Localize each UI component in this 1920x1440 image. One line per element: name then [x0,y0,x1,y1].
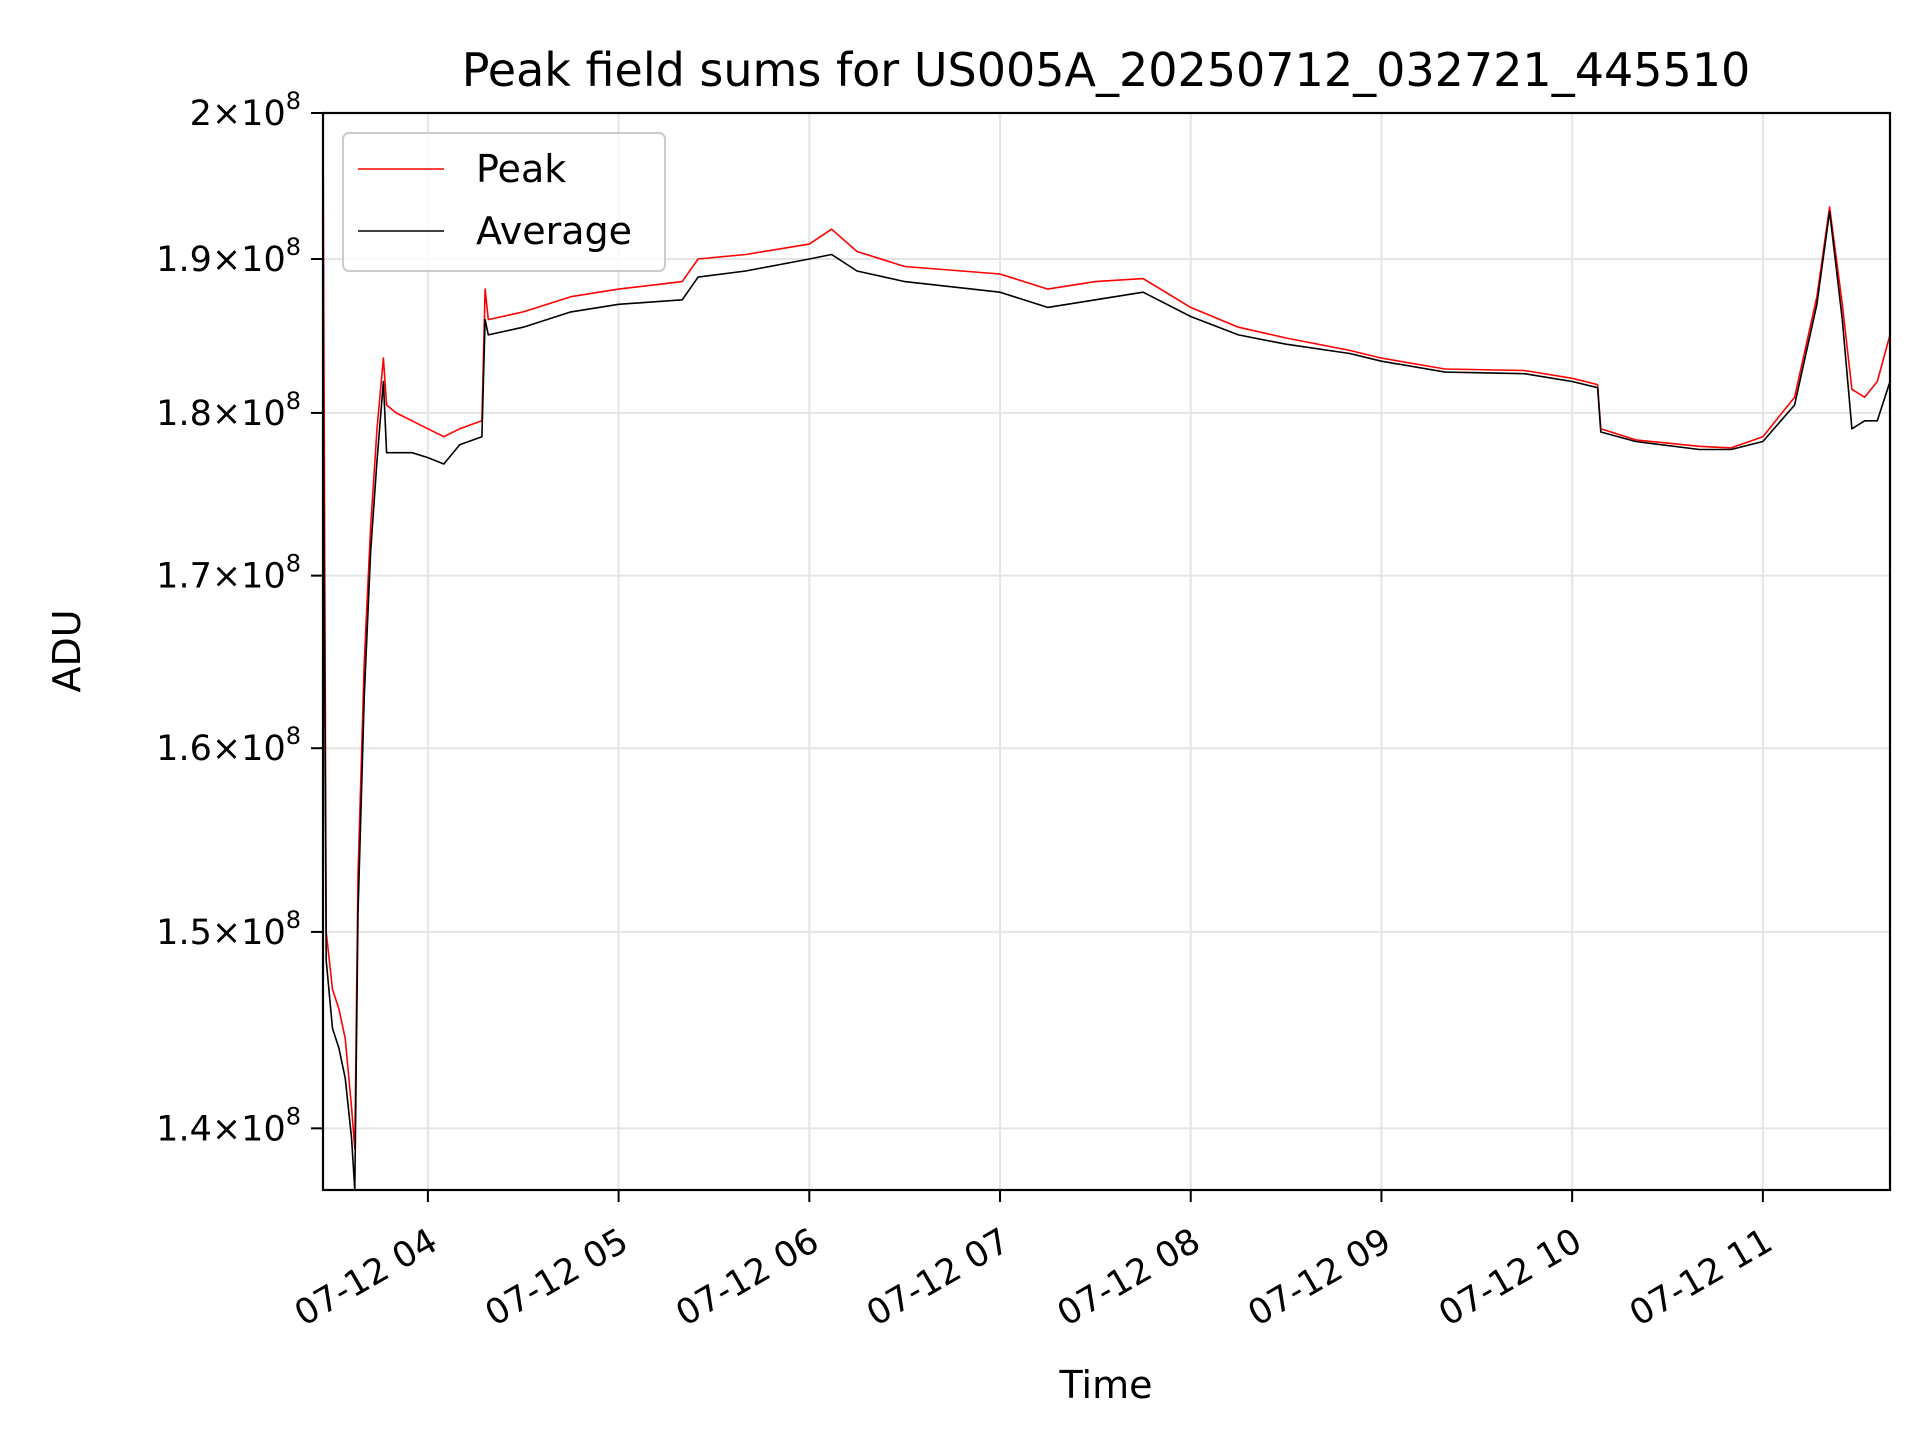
y-tick-label: 1.7×108 [156,550,301,597]
chart-title: Peak field sums for US005A_20250712_0327… [462,43,1751,97]
y-tick-mantissa: 1.4 [156,1109,212,1149]
y-tick-label: 2×108 [190,87,301,134]
x-tick-label: 07-12 09 [1242,1221,1398,1334]
y-axis-ticks: 1.4×108 1.5×108 1.6×108 1.7×108 1.8×108 1.9×1… [156,87,323,1149]
y-tick-label: 1.4×108 [156,1102,301,1149]
series-lines [323,113,1890,1190]
x-tick-label: 07-12 10 [1432,1221,1588,1334]
series-line-average [323,210,1890,1190]
x-tick-label: 07-12 11 [1623,1221,1779,1334]
y-tick-exponent: 8 [286,387,301,415]
plot-frame [321,111,1892,1192]
y-tick-mantissa: 2 [190,94,212,134]
legend: Peak Average [342,132,666,272]
x-tick-label: 07-12 07 [860,1221,1016,1334]
legend-label-average: Average [476,209,632,253]
y-tick-label: 1.5×108 [156,906,301,953]
y-tick-exponent: 8 [286,722,301,750]
y-tick-label: 1.9×108 [156,233,301,280]
y-tick-mantissa: 1.5 [156,913,212,953]
y-tick-exponent: 8 [286,906,301,934]
x-tick-label: 07-12 08 [1051,1221,1207,1334]
y-axis-label: ADU [45,609,89,692]
series-line-peak [323,113,1890,1150]
x-axis-ticks: 07-12 04 07-12 05 07-12 06 07-12 07 07-12 08… [288,1190,1779,1334]
y-tick-mantissa: 1.6 [156,729,212,769]
y-tick-mantissa: 1.7 [156,557,212,597]
x-tick-label: 07-12 04 [288,1221,444,1334]
legend-label-peak: Peak [476,147,566,191]
x-axis-label: Time [1059,1363,1153,1407]
y-tick-label: 1.6×108 [156,722,301,769]
y-tick-mantissa: 1.8 [156,394,212,434]
y-tick-mantissa: 1.9 [156,240,212,280]
legend-box [342,132,666,272]
y-tick-label: 1.8×108 [156,387,301,434]
x-tick-label: 07-12 05 [479,1221,635,1334]
y-tick-exponent: 8 [286,233,301,261]
y-tick-exponent: 8 [286,87,301,115]
x-tick-label: 07-12 06 [670,1221,826,1334]
y-tick-exponent: 8 [286,1102,301,1130]
grid [323,112,1890,1190]
y-tick-exponent: 8 [286,550,301,578]
